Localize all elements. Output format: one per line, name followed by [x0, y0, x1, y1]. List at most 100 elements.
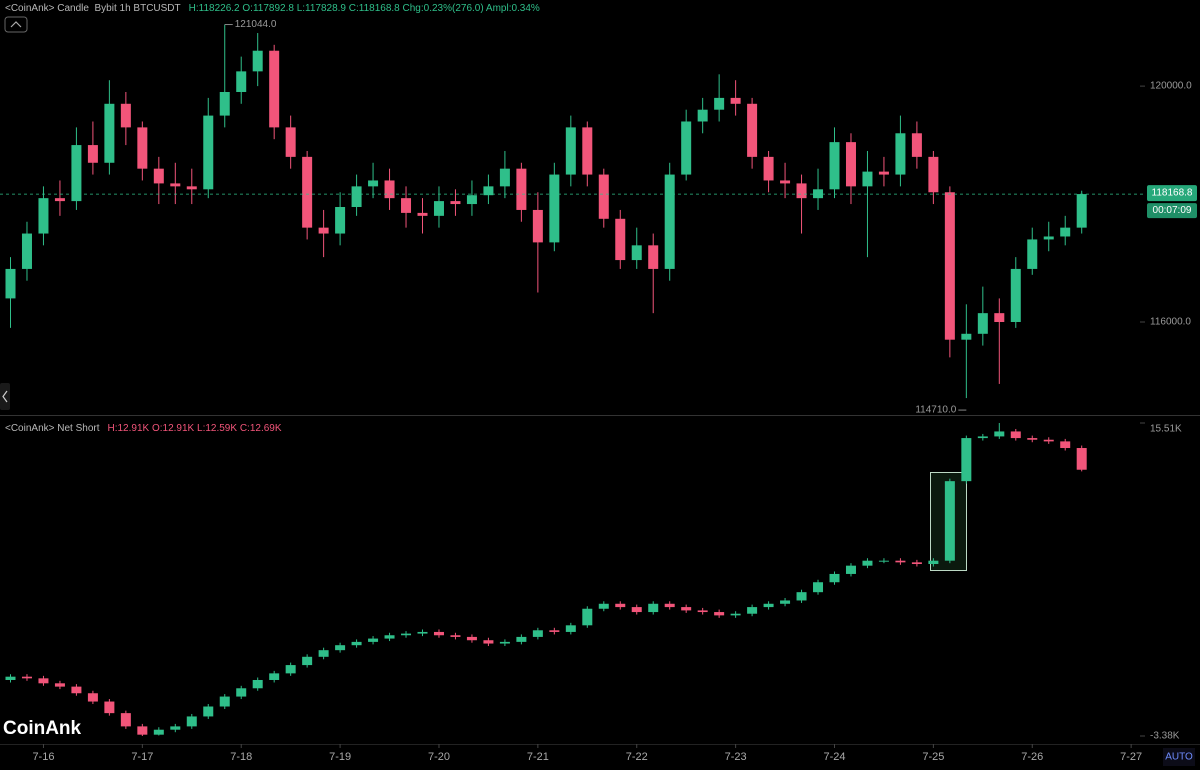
candle-body — [549, 630, 560, 632]
candle-body — [878, 560, 889, 562]
auto-button-bg[interactable] — [1163, 748, 1195, 766]
candle-body — [219, 92, 230, 116]
candle-body — [384, 635, 395, 639]
y-tick-label: 120000.0 — [1150, 81, 1192, 92]
candle-body — [780, 180, 791, 184]
x-tick-label: 7-23 — [725, 751, 747, 763]
candle-body — [351, 641, 362, 646]
annotation: 114710.0 — [915, 405, 956, 416]
x-tick-label: 7-19 — [329, 751, 351, 763]
candle-body — [1043, 439, 1054, 442]
candle-body — [269, 50, 280, 128]
auto-button[interactable]: AUTO — [1165, 752, 1193, 763]
scroll-left-icon — [2, 390, 8, 403]
candle-body — [137, 127, 148, 169]
candle-body — [450, 201, 461, 205]
candle-body — [895, 133, 906, 175]
header-values: H:118226.2 O:117892.8 L:117828.9 C:11816… — [188, 3, 540, 14]
candle-body — [977, 313, 988, 334]
candle-body — [368, 180, 379, 187]
candle-body — [631, 607, 642, 613]
candle-body — [368, 638, 379, 642]
candle-body — [71, 686, 82, 694]
candle-body — [433, 201, 444, 216]
candle-body — [153, 729, 164, 735]
candle-body — [862, 171, 873, 187]
candle-body — [401, 633, 412, 636]
candle-body — [1060, 441, 1071, 449]
candle-body — [351, 186, 362, 207]
candle-body — [54, 683, 65, 687]
candle-body — [648, 603, 659, 613]
candle-body — [302, 156, 313, 228]
candle-body — [796, 183, 807, 199]
candle-body — [1010, 268, 1021, 322]
candle-body — [1010, 431, 1021, 439]
candle-body — [499, 168, 510, 187]
candle-body — [763, 156, 774, 181]
candle-body — [829, 142, 840, 190]
candle-body — [813, 582, 824, 593]
x-tick-label: 7-16 — [32, 751, 54, 763]
candle-body — [598, 603, 609, 609]
candle-body — [186, 716, 197, 727]
candle-body — [747, 607, 758, 614]
candle-body — [582, 608, 593, 626]
candle-body — [944, 192, 955, 340]
candle-body — [5, 268, 16, 299]
candle-body — [878, 171, 889, 175]
candle-body — [137, 726, 148, 735]
price-header: <CoinAnk> Candle Bybit 1h BTCUSDT H:11822… — [5, 3, 548, 14]
candle-body — [285, 127, 296, 157]
candle-body — [780, 600, 791, 604]
candle-body — [1076, 448, 1087, 470]
y-tick-label: 116000.0 — [1150, 317, 1191, 328]
candle-body — [236, 688, 247, 697]
candle-body — [1076, 194, 1087, 228]
countdown: 00:07:09 — [1153, 205, 1192, 216]
x-tick-label: 7-20 — [428, 751, 450, 763]
candle-body — [697, 109, 708, 122]
annotation: 121044.0 — [235, 19, 277, 30]
candle-body — [120, 103, 131, 128]
candle-body — [87, 145, 98, 163]
candle-body — [54, 198, 65, 202]
candle-body — [631, 245, 642, 261]
last-price-label: 118168.8 — [1152, 188, 1193, 199]
candle-body — [87, 693, 98, 702]
candle-body — [1027, 438, 1038, 440]
candle-body — [335, 207, 346, 234]
candle-body — [961, 438, 972, 482]
candle-body — [747, 103, 758, 157]
candle-body — [730, 613, 741, 616]
candle-body — [252, 679, 263, 689]
candle-body — [417, 631, 428, 634]
candle-body — [269, 673, 280, 680]
candle-body — [203, 115, 214, 190]
candle-body — [285, 665, 296, 674]
candle-body — [730, 97, 741, 104]
x-tick-label: 7-22 — [626, 751, 648, 763]
scroll-left-button[interactable] — [0, 383, 10, 410]
header-label: <CoinAnk> Net Short — [5, 423, 100, 434]
candle-body — [565, 127, 576, 175]
collapse-button[interactable] — [4, 16, 28, 33]
candle-body — [499, 641, 510, 644]
netshort-header: <CoinAnk> Net Short H:12.91K O:12.91K L:1… — [5, 423, 290, 434]
candle-body — [104, 103, 115, 163]
y-tick-label: 15.51K — [1150, 424, 1182, 435]
candle-body — [648, 245, 659, 269]
candle-body — [928, 560, 939, 565]
collapse-icon — [10, 21, 22, 28]
x-tick-label: 7-21 — [527, 751, 549, 763]
candle-body — [318, 650, 329, 657]
x-tick-label: 7-17 — [131, 751, 153, 763]
x-tick-label: 7-18 — [230, 751, 252, 763]
candle-body — [186, 186, 197, 190]
candle-body — [664, 174, 675, 269]
candle-body — [944, 481, 955, 561]
candle-body — [219, 696, 230, 707]
candle-body — [532, 630, 543, 637]
